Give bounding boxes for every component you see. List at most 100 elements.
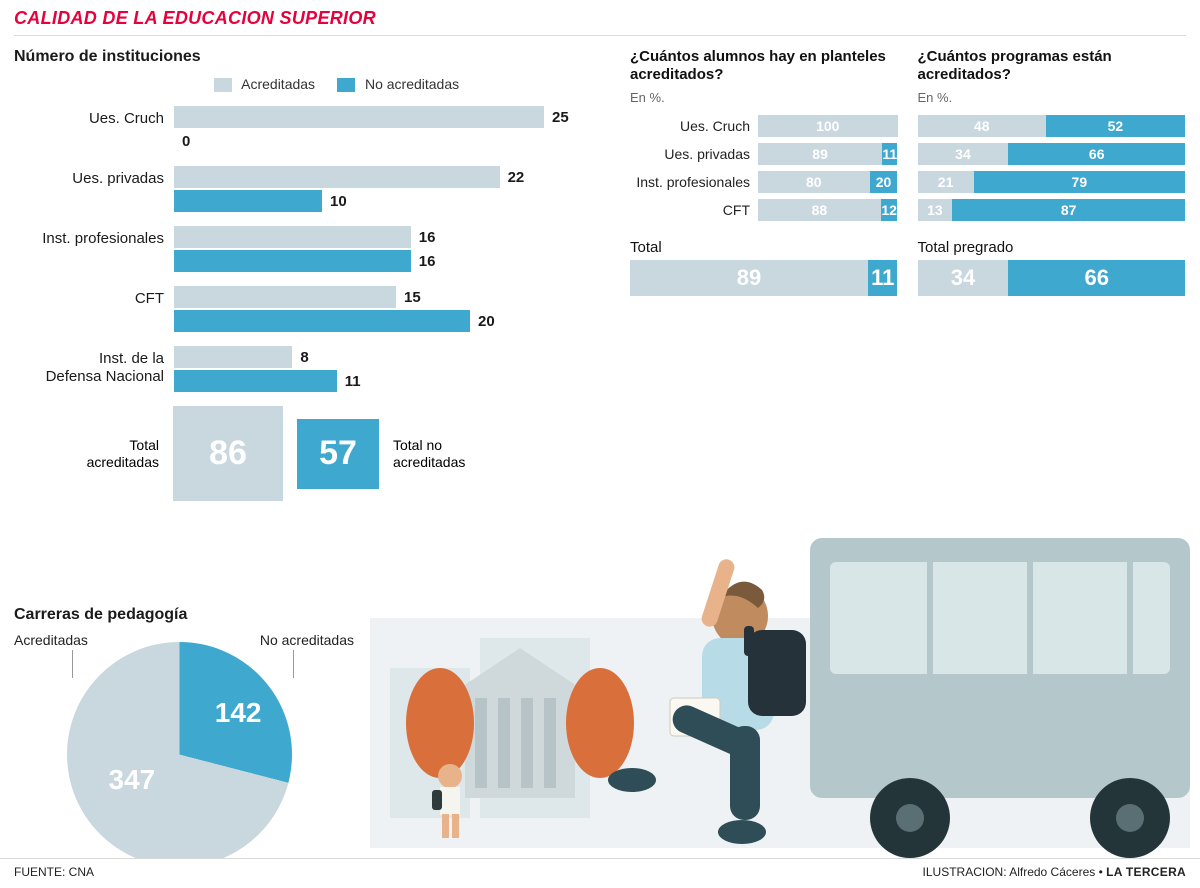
institutions-totals: Totalacreditadas 86 57 Total noacreditad… <box>59 406 604 501</box>
students-subtitle: En %. <box>630 90 898 105</box>
segment-noacreditadas: 11 <box>882 143 897 165</box>
stack-bar: 100 <box>758 115 898 137</box>
stack-bar: 8911 <box>758 143 898 165</box>
bar-value: 10 <box>330 193 347 210</box>
illustration <box>370 498 1190 888</box>
students-title: ¿Cuántos alumnos hay en planteles acredi… <box>630 48 898 88</box>
footer-illustration: ILUSTRACION: Alfredo Cáceres • <box>923 865 1107 879</box>
programs-total-bar: 3466 <box>918 260 1186 296</box>
institutions-row: Ues. Cruch 25 0 <box>14 106 604 152</box>
right-column: ¿Cuántos alumnos hay en planteles acredi… <box>630 48 1185 296</box>
stack-row-label: CFT <box>630 202 758 218</box>
stack-row: 2179 <box>918 171 1186 193</box>
students-total: Total 8911 <box>630 239 898 296</box>
institutions-legend: Acreditadas No acreditadas <box>214 76 604 92</box>
bar-acreditadas <box>174 346 292 368</box>
footer: FUENTE: CNA ILUSTRACION: Alfredo Cáceres… <box>0 858 1200 887</box>
programs-total-label: Total pregrado <box>918 239 1186 256</box>
segment-acreditadas: 89 <box>758 143 882 165</box>
stack-row: CFT8812 <box>630 199 898 221</box>
footer-source: FUENTE: CNA <box>14 865 94 879</box>
pie-value-acreditadas: 347 <box>109 764 156 796</box>
segment-acreditadas: 13 <box>918 199 953 221</box>
bar-noacreditadas <box>174 370 337 392</box>
stack-row: Ues. privadas8911 <box>630 143 898 165</box>
bar-value: 11 <box>345 373 361 390</box>
stack-bar: 8020 <box>758 171 898 193</box>
stack-bar: 8812 <box>758 199 898 221</box>
stack-row: Inst. profesionales8020 <box>630 171 898 193</box>
segment-acreditadas: 34 <box>918 260 1009 296</box>
stack-row: Ues. Cruch100 <box>630 115 898 137</box>
bar-value: 20 <box>478 313 495 330</box>
pedagogy-heading: Carreras de pedagogía <box>14 606 344 624</box>
bar-noacreditadas <box>174 310 470 332</box>
bar-acreditadas <box>174 166 500 188</box>
stack-row: 1387 <box>918 199 1186 221</box>
legend-label-noacreditadas: No acreditadas <box>365 76 459 92</box>
total-acred-box: 86 <box>173 406 283 501</box>
stack-bar: 3466 <box>918 143 1186 165</box>
pedagogy-block: Carreras de pedagogía Acreditadas No acr… <box>14 606 344 867</box>
stack-bar: 4852 <box>918 115 1186 137</box>
stack-bar: 1387 <box>918 199 1186 221</box>
bar-value: 8 <box>300 349 308 366</box>
institutions-block: Número de instituciones Acreditadas No a… <box>14 48 604 501</box>
institutions-row-label: Inst. profesionales <box>14 226 174 247</box>
pie-chart: 347 142 <box>67 642 292 867</box>
institutions-row: Inst. de laDefensa Nacional 8 11 <box>14 346 604 392</box>
footer-publication: LA TERCERA <box>1106 865 1186 879</box>
stack-bar: 2179 <box>918 171 1186 193</box>
bar-noacreditadas <box>174 190 322 212</box>
segment-acreditadas: 21 <box>918 171 974 193</box>
institutions-row-label: Ues. Cruch <box>14 106 174 127</box>
pie-leader-b <box>293 650 294 678</box>
students-total-label: Total <box>630 239 898 256</box>
total-acred-label: Totalacreditadas <box>59 437 159 471</box>
title-rule <box>14 35 1186 36</box>
stack-row-label: Ues. privadas <box>630 146 758 162</box>
legend-label-acreditadas: Acreditadas <box>241 76 315 92</box>
institutions-row-label: CFT <box>14 286 174 307</box>
bar-value: 22 <box>508 169 525 186</box>
students-rows: Ues. Cruch100Ues. privadas8911Inst. prof… <box>630 115 898 221</box>
pie-value-noacreditadas: 142 <box>215 697 262 729</box>
segment-noacreditadas: 66 <box>1008 260 1185 296</box>
segment-acreditadas: 89 <box>630 260 868 296</box>
programs-block: ¿Cuántos programas están acreditados? En… <box>918 48 1186 296</box>
segment-acreditadas: 100 <box>758 115 898 137</box>
bar-value: 25 <box>552 109 569 126</box>
institutions-row: Ues. privadas2210 <box>14 166 604 212</box>
bar-acreditadas <box>174 226 411 248</box>
programs-rows: 4852 3466 2179 1387 <box>918 115 1186 221</box>
segment-noacreditadas: 66 <box>1008 143 1185 165</box>
main-title: CALIDAD DE LA EDUCACION SUPERIOR <box>14 8 1186 29</box>
programs-total: Total pregrado 3466 <box>918 239 1186 296</box>
institutions-row: CFT1520 <box>14 286 604 332</box>
stack-row: 3466 <box>918 143 1186 165</box>
swatch-acreditadas <box>214 78 232 92</box>
bar-value: 16 <box>419 253 436 270</box>
legend-item-noacreditadas: No acreditadas <box>337 76 459 92</box>
stack-row-label: Inst. profesionales <box>630 174 758 190</box>
segment-noacreditadas: 87 <box>952 199 1185 221</box>
programs-title: ¿Cuántos programas están acreditados? <box>918 48 1186 88</box>
stack-row: 4852 <box>918 115 1186 137</box>
footer-credit: ILUSTRACION: Alfredo Cáceres • LA TERCER… <box>923 865 1186 879</box>
students-block: ¿Cuántos alumnos hay en planteles acredi… <box>630 48 898 296</box>
students-total-bar: 8911 <box>630 260 898 296</box>
title-bar: CALIDAD DE LA EDUCACION SUPERIOR <box>0 0 1200 33</box>
total-noacred-label: Total noacreditadas <box>393 437 493 471</box>
bar-value: 0 <box>182 133 190 150</box>
segment-noacreditadas: 20 <box>870 171 898 193</box>
institutions-heading: Número de instituciones <box>14 48 604 66</box>
swatch-noacreditadas <box>337 78 355 92</box>
bar-acreditadas <box>174 286 396 308</box>
bar-value: 16 <box>419 229 436 246</box>
segment-acreditadas: 88 <box>758 199 881 221</box>
legend-item-acreditadas: Acreditadas <box>214 76 315 92</box>
bar-noacreditadas <box>174 250 411 272</box>
institutions-row-label: Inst. de laDefensa Nacional <box>14 346 174 385</box>
segment-noacreditadas: 11 <box>868 260 897 296</box>
segment-acreditadas: 80 <box>758 171 870 193</box>
